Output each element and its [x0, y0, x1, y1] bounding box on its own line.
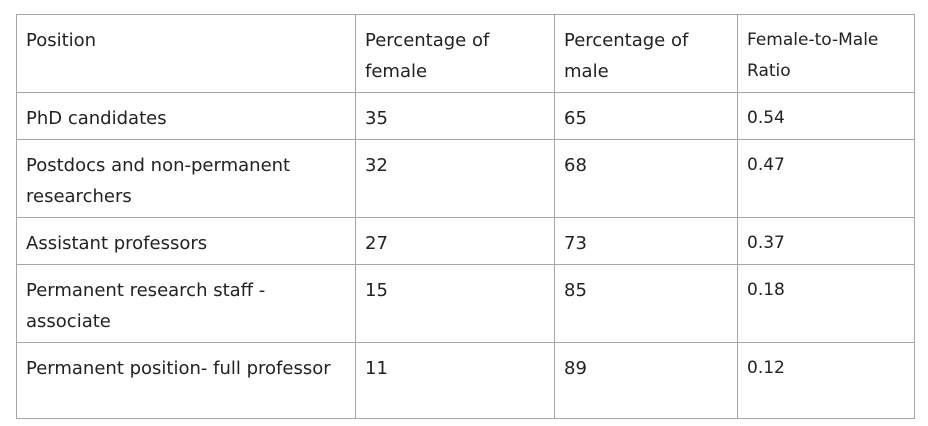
- cell-male: 68: [554, 139, 738, 218]
- cell-female: 15: [355, 264, 555, 343]
- cell-male: 89: [554, 342, 738, 419]
- header-row: Position Percentage of female Percentage…: [16, 14, 915, 93]
- cell-ratio: 0.12: [737, 342, 915, 419]
- table-body: PhD candidates 35 65 0.54 Postdocs and n…: [16, 92, 915, 419]
- cell-male: 85: [554, 264, 738, 343]
- table-row: PhD candidates 35 65 0.54: [16, 92, 915, 140]
- cell-ratio: 0.18: [737, 264, 915, 343]
- cell-ratio: 0.37: [737, 217, 915, 265]
- data-table: Position Percentage of female Percentage…: [16, 14, 915, 419]
- table-row: Assistant professors 27 73 0.37: [16, 217, 915, 265]
- table-row: Permanent position- full professor 11 89…: [16, 342, 915, 419]
- table-row: Permanent research staff - associate 15 …: [16, 264, 915, 343]
- cell-position: PhD candidates: [16, 92, 356, 140]
- cell-position: Permanent position- full professor: [16, 342, 356, 419]
- header-ratio: Female-to-Male Ratio: [737, 14, 915, 93]
- cell-female: 35: [355, 92, 555, 140]
- cell-position: Postdocs and non-permanent researchers: [16, 139, 356, 218]
- cell-female: 32: [355, 139, 555, 218]
- header-percentage-male: Percentage of male: [554, 14, 738, 93]
- cell-ratio: 0.47: [737, 139, 915, 218]
- header-position: Position: [16, 14, 356, 93]
- cell-position: Assistant professors: [16, 217, 356, 265]
- cell-ratio: 0.54: [737, 92, 915, 140]
- cell-position: Permanent research staff - associate: [16, 264, 356, 343]
- cell-female: 27: [355, 217, 555, 265]
- table-row: Postdocs and non-permanent researchers 3…: [16, 139, 915, 218]
- cell-female: 11: [355, 342, 555, 419]
- cell-male: 73: [554, 217, 738, 265]
- header-percentage-female: Percentage of female: [355, 14, 555, 93]
- cell-male: 65: [554, 92, 738, 140]
- table-header: Position Percentage of female Percentage…: [16, 14, 915, 93]
